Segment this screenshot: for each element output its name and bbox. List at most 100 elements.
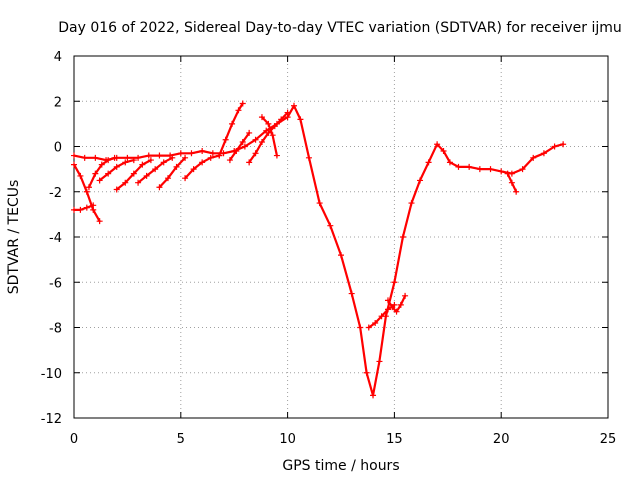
data-point	[77, 172, 84, 179]
data-series	[71, 202, 97, 213]
series-line	[72, 104, 565, 397]
data-point	[199, 148, 206, 155]
plot-frame	[73, 55, 609, 419]
data-point	[85, 184, 92, 191]
data-point	[434, 141, 441, 148]
series-line	[158, 156, 187, 189]
data-point	[152, 166, 159, 173]
data-point	[365, 324, 372, 331]
data-series	[384, 292, 409, 315]
data-series	[216, 100, 246, 159]
data-point	[376, 358, 383, 365]
data-point	[265, 120, 272, 127]
data-point	[455, 163, 462, 170]
data-point	[338, 252, 344, 259]
data-point	[273, 152, 280, 159]
data-series	[365, 301, 398, 331]
data-point	[393, 308, 400, 315]
series-line	[228, 131, 251, 162]
data-series	[156, 154, 189, 191]
data-point	[284, 109, 291, 116]
data-point	[98, 161, 105, 168]
data-point	[235, 107, 242, 114]
data-point	[207, 154, 214, 161]
data-point	[111, 154, 118, 161]
data-point	[160, 159, 167, 166]
data-point	[156, 152, 163, 159]
data-series	[71, 102, 567, 399]
data-marks	[71, 100, 567, 399]
data-point	[372, 319, 379, 326]
data-point	[239, 100, 246, 107]
data-point	[182, 175, 189, 182]
data-point	[241, 143, 248, 150]
x-tick-label: 0	[70, 432, 78, 447]
data-point	[370, 392, 377, 399]
data-point	[384, 306, 391, 313]
data-point	[391, 279, 398, 286]
data-point	[252, 136, 259, 143]
series-line	[260, 115, 278, 157]
y-tick-label: -10	[41, 367, 62, 382]
data-series	[113, 157, 154, 193]
y-tick-label: 0	[54, 141, 62, 156]
data-point	[305, 154, 312, 161]
data-point	[258, 138, 265, 145]
data-point	[92, 154, 99, 161]
data-point	[122, 159, 129, 166]
data-point	[397, 301, 404, 308]
data-point	[135, 179, 142, 186]
data-point	[145, 152, 152, 159]
data-point	[513, 188, 520, 195]
data-point	[258, 114, 265, 121]
y-axis-label: SDTVAR / TECUs	[6, 180, 22, 295]
data-point	[139, 161, 146, 168]
data-series	[226, 129, 253, 164]
data-point	[560, 141, 567, 148]
y-tick-label: -8	[49, 322, 62, 337]
grid	[74, 56, 608, 418]
series-line	[72, 204, 95, 211]
data-point	[389, 304, 396, 311]
data-point	[130, 157, 137, 164]
data-point	[105, 157, 112, 164]
data-point	[504, 170, 511, 177]
data-point	[169, 154, 176, 161]
data-point	[220, 150, 227, 157]
data-point	[246, 129, 253, 136]
data-point	[216, 152, 223, 159]
data-point	[81, 154, 88, 161]
data-point	[265, 129, 272, 136]
data-point	[113, 163, 120, 170]
data-point	[402, 292, 409, 299]
data-point	[278, 116, 285, 123]
data-point	[173, 163, 180, 170]
data-point	[476, 166, 483, 173]
x-axis-label: GPS time / hours	[282, 458, 399, 474]
data-point	[466, 163, 473, 170]
x-tick-label: 5	[177, 432, 185, 447]
data-point	[188, 150, 195, 157]
data-point	[122, 179, 129, 186]
x-tick-label: 10	[279, 432, 296, 447]
data-point	[408, 200, 415, 207]
data-point	[271, 123, 278, 130]
data-point	[190, 166, 197, 173]
data-point	[229, 120, 236, 127]
data-point	[71, 206, 77, 213]
data-point	[92, 170, 99, 177]
data-point	[147, 157, 154, 164]
data-point	[239, 138, 246, 145]
data-point	[425, 159, 432, 166]
data-point	[384, 297, 391, 304]
y-tick-label: -6	[49, 276, 62, 291]
data-point	[96, 218, 103, 225]
data-point	[348, 290, 355, 297]
data-point	[498, 168, 505, 175]
data-point	[226, 157, 233, 164]
data-point	[130, 170, 137, 177]
data-point	[177, 150, 184, 157]
data-point	[551, 143, 558, 150]
data-series	[96, 157, 137, 184]
